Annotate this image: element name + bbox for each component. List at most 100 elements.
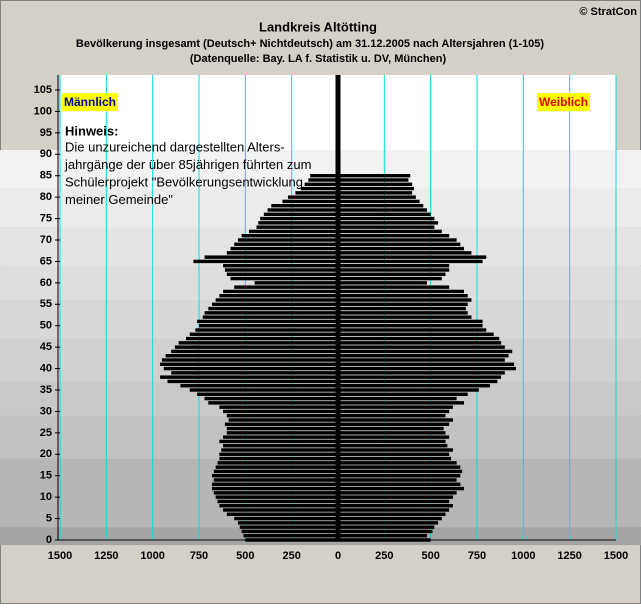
bar xyxy=(226,512,338,516)
bar xyxy=(338,486,465,491)
bar xyxy=(338,191,413,195)
bar xyxy=(211,482,338,486)
bar xyxy=(338,392,468,396)
bar xyxy=(271,204,338,208)
bar xyxy=(338,229,442,234)
bar xyxy=(178,341,338,345)
bar xyxy=(199,324,338,328)
x-tick-label: 1500 xyxy=(48,550,72,562)
source: (Datenquelle: Bay. LA f. Statistik u. DV… xyxy=(190,53,447,65)
bar xyxy=(338,289,465,294)
bar xyxy=(256,225,338,229)
bar xyxy=(338,495,453,499)
bar xyxy=(237,238,338,242)
bar xyxy=(224,422,338,426)
bar xyxy=(211,486,338,491)
y-tick-label: 80 xyxy=(40,191,52,203)
bar xyxy=(300,186,338,191)
y-tick-label: 65 xyxy=(40,255,52,267)
bar xyxy=(226,431,338,435)
bar xyxy=(180,384,338,388)
bar xyxy=(215,495,338,499)
bar xyxy=(338,435,450,439)
y-tick-label: 90 xyxy=(40,148,52,160)
y-tick-label: 20 xyxy=(40,448,52,460)
bar xyxy=(241,234,338,238)
bar xyxy=(338,525,435,529)
x-tick-label: 750 xyxy=(190,550,208,562)
bar xyxy=(338,504,453,508)
bar xyxy=(338,345,505,349)
bar xyxy=(195,328,338,332)
bar xyxy=(338,212,431,216)
bar xyxy=(171,349,338,354)
bar xyxy=(338,388,479,392)
bar xyxy=(338,221,439,225)
bar xyxy=(338,465,461,469)
bar xyxy=(338,444,448,448)
bar xyxy=(338,439,446,444)
bar xyxy=(163,366,338,371)
bar xyxy=(338,371,505,375)
bar xyxy=(338,199,420,204)
bar xyxy=(254,281,338,285)
bar xyxy=(223,264,338,268)
bar xyxy=(338,276,442,281)
legend-bg xyxy=(62,93,119,112)
bar xyxy=(338,534,427,538)
y-tick-label: 55 xyxy=(40,298,52,310)
bar xyxy=(219,504,338,508)
y-tick-label: 70 xyxy=(40,234,52,246)
bar xyxy=(234,242,338,246)
bar xyxy=(338,426,444,431)
bar xyxy=(338,418,453,422)
bar xyxy=(310,174,338,178)
bar xyxy=(338,319,483,324)
x-tick-label: 1000 xyxy=(511,550,535,562)
bar xyxy=(174,345,338,349)
bar xyxy=(338,474,461,478)
note-line: Die unzureichend dargestellten Alters- xyxy=(65,139,285,154)
bar xyxy=(338,401,465,405)
bar xyxy=(338,268,450,272)
bar xyxy=(338,405,453,409)
legend-label: Männlich xyxy=(64,95,116,109)
bar xyxy=(338,396,457,401)
bar xyxy=(338,499,450,504)
bar xyxy=(338,362,515,366)
bar xyxy=(171,371,338,375)
bar xyxy=(338,482,461,486)
y-tick-label: 45 xyxy=(40,341,52,353)
copyright: © StratCon xyxy=(579,6,637,18)
bar xyxy=(308,178,338,182)
bar xyxy=(215,298,338,302)
y-tick-label: 25 xyxy=(40,427,52,439)
y-tick-label: 60 xyxy=(40,277,52,289)
y-tick-label: 10 xyxy=(40,491,52,503)
bar xyxy=(208,401,338,405)
bar xyxy=(226,426,338,431)
bar xyxy=(165,354,338,358)
bar xyxy=(338,294,468,298)
bar xyxy=(237,521,338,525)
bar xyxy=(223,508,338,512)
bar xyxy=(338,251,472,255)
bar xyxy=(223,444,338,448)
bar xyxy=(160,362,338,366)
bar xyxy=(213,469,338,474)
bar xyxy=(193,259,338,264)
bar xyxy=(338,186,414,191)
note-line: meiner Gemeinde" xyxy=(65,192,173,207)
bar xyxy=(338,448,453,452)
bar xyxy=(338,349,513,354)
bar xyxy=(338,208,427,212)
bar xyxy=(338,264,450,268)
bar xyxy=(189,388,338,392)
bar xyxy=(217,461,338,465)
bar xyxy=(338,315,472,319)
bar xyxy=(197,392,338,396)
y-tick-label: 0 xyxy=(46,534,52,546)
legend-bg xyxy=(537,93,591,112)
bar xyxy=(338,516,442,521)
